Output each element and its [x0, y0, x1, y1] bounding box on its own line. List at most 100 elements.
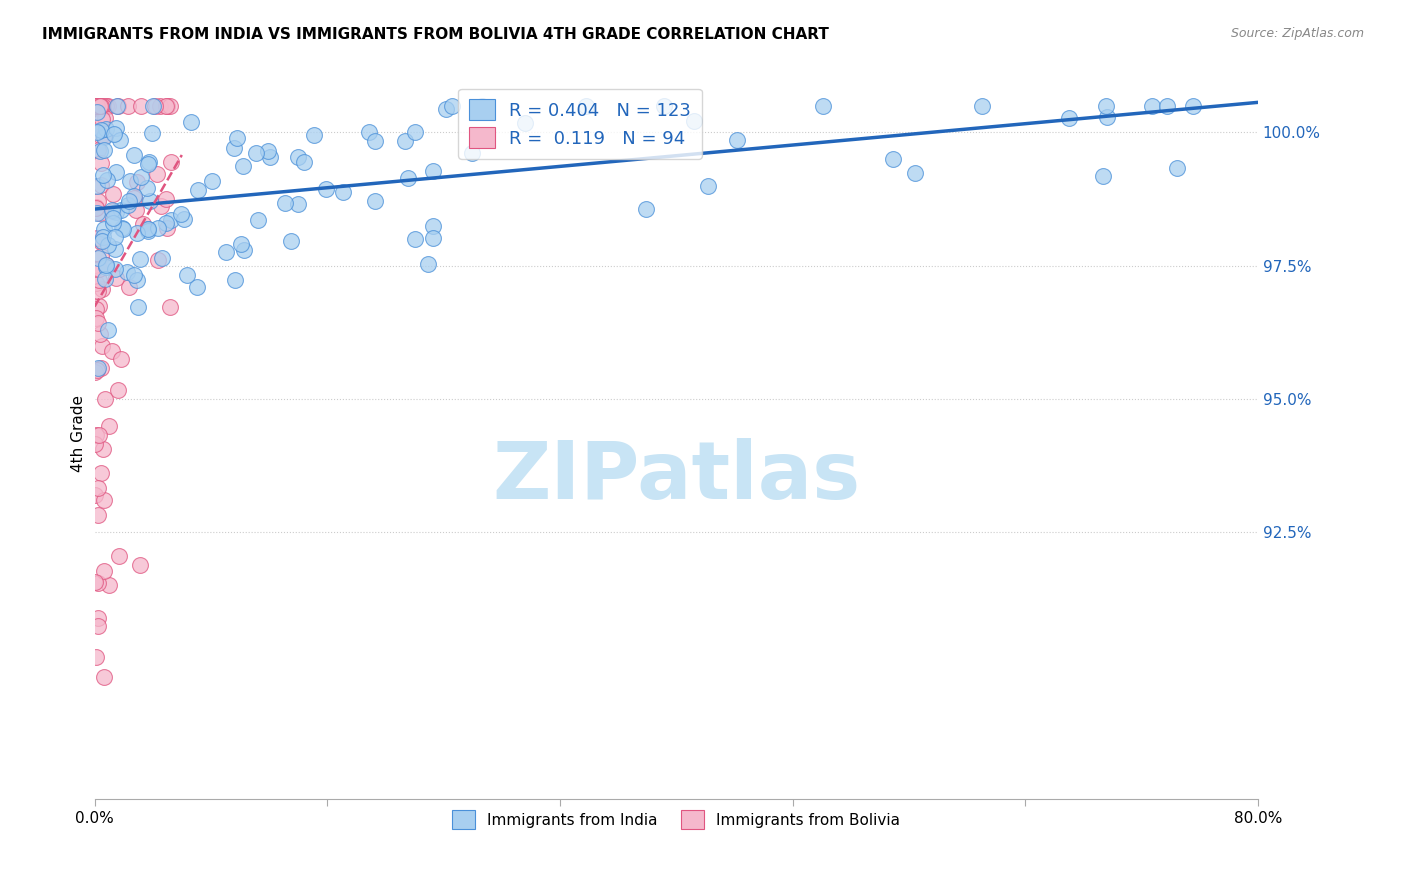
- Point: [811, 99, 834, 113]
- Point: [96, 260, 118, 274]
- Point: [84, 201, 107, 215]
- Point: [93, 129, 115, 144]
- Point: [122, 188, 145, 202]
- Point: [575, 99, 598, 113]
- Point: [287, 196, 309, 211]
- Point: [89, 206, 111, 220]
- Point: [110, 133, 132, 147]
- Point: [89, 99, 111, 113]
- Point: [93, 169, 115, 183]
- Point: [274, 196, 297, 211]
- Point: [87, 428, 110, 442]
- Point: [232, 159, 254, 173]
- Point: [422, 231, 444, 245]
- Point: [302, 128, 325, 142]
- Point: [155, 216, 177, 230]
- Point: [359, 125, 381, 139]
- Point: [98, 418, 121, 433]
- Point: [84, 437, 107, 451]
- Point: [89, 234, 111, 248]
- Point: [90, 178, 112, 193]
- Point: [972, 99, 994, 113]
- Point: [97, 323, 120, 337]
- Point: [1095, 110, 1118, 124]
- Point: [129, 169, 152, 184]
- Point: [94, 272, 117, 286]
- Point: [142, 99, 165, 113]
- Point: [94, 111, 117, 125]
- Point: [107, 99, 129, 113]
- Point: [93, 564, 115, 578]
- Point: [1166, 161, 1188, 175]
- Point: [84, 200, 107, 214]
- Point: [89, 326, 111, 341]
- Point: [149, 199, 172, 213]
- Point: [110, 351, 132, 366]
- Text: ZIPatlas: ZIPatlas: [492, 439, 860, 516]
- Point: [84, 427, 107, 442]
- Point: [422, 219, 444, 233]
- Point: [682, 113, 704, 128]
- Point: [105, 271, 128, 285]
- Point: [245, 145, 267, 160]
- Point: [173, 212, 195, 227]
- Point: [105, 165, 128, 179]
- Point: [394, 134, 416, 148]
- Point: [93, 129, 115, 144]
- Point: [101, 216, 124, 230]
- Point: [91, 442, 114, 457]
- Point: [135, 180, 157, 194]
- Point: [136, 221, 159, 235]
- Point: [101, 211, 124, 225]
- Point: [107, 384, 129, 398]
- Point: [1156, 99, 1178, 113]
- Point: [634, 202, 657, 217]
- Point: [122, 268, 145, 282]
- Point: [91, 234, 114, 248]
- Point: [89, 299, 111, 313]
- Point: [86, 99, 108, 113]
- Point: [138, 155, 160, 169]
- Point: [87, 194, 110, 209]
- Point: [138, 194, 160, 209]
- Point: [187, 183, 209, 197]
- Point: [86, 311, 108, 326]
- Point: [697, 179, 720, 194]
- Point: [86, 619, 108, 633]
- Legend: Immigrants from India, Immigrants from Bolivia: Immigrants from India, Immigrants from B…: [446, 805, 905, 835]
- Point: [159, 300, 181, 314]
- Point: [1182, 99, 1205, 113]
- Point: [176, 268, 198, 283]
- Point: [87, 251, 110, 265]
- Point: [471, 99, 494, 113]
- Point: [86, 99, 108, 113]
- Point: [87, 576, 110, 591]
- Point: [136, 157, 159, 171]
- Point: [84, 488, 107, 502]
- Point: [87, 611, 110, 625]
- Point: [89, 144, 111, 158]
- Point: [150, 251, 173, 265]
- Point: [101, 343, 124, 358]
- Point: [440, 99, 463, 113]
- Point: [160, 213, 183, 227]
- Point: [107, 99, 129, 113]
- Point: [90, 101, 112, 115]
- Point: [159, 154, 181, 169]
- Point: [186, 280, 208, 294]
- Point: [1092, 169, 1115, 184]
- Point: [200, 174, 222, 188]
- Point: [86, 205, 108, 219]
- Point: [315, 182, 337, 196]
- Point: [90, 129, 112, 144]
- Point: [93, 492, 115, 507]
- Point: [280, 235, 302, 249]
- Point: [87, 99, 110, 113]
- Point: [146, 221, 169, 235]
- Point: [287, 151, 309, 165]
- Point: [332, 185, 354, 199]
- Point: [904, 166, 927, 180]
- Point: [232, 243, 254, 257]
- Point: [96, 122, 118, 136]
- Point: [86, 363, 108, 377]
